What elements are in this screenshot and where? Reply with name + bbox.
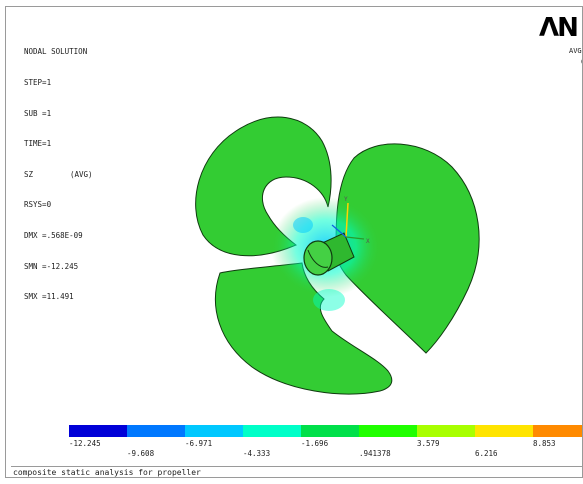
colorbar-tick-bottom: .941378 (359, 449, 391, 458)
colorbar-tick-bottom: -4.333 (243, 449, 271, 458)
ansys-logo: ΛN (539, 13, 579, 43)
caption-divider (11, 466, 582, 467)
legend-avg-label: AVG (569, 47, 582, 55)
colorbar-tick-bottom: -9.608 (127, 449, 155, 458)
triad-axis-x (345, 236, 365, 240)
info-sub: SUB =1 (24, 108, 52, 118)
info-smn: SMN =-12.245 (24, 261, 79, 271)
info-dmx: DMX =.568E-09 (24, 231, 83, 241)
blade-lower[interactable] (214, 262, 393, 395)
colorbar-segment-5 (301, 425, 359, 437)
colorbar-tick-top: -6.971 (185, 439, 213, 448)
colorbar-segment-9 (533, 425, 582, 437)
hub-face (303, 240, 333, 276)
info-title: NODAL SOLUTION (24, 47, 88, 57)
info-rsys: RSYS=0 (24, 200, 52, 210)
colorbar-tick-bottom: 6.216 (475, 449, 498, 458)
triad-label-x: X (366, 238, 370, 245)
triad-axis-z (331, 224, 347, 238)
info-time: TIME=1 (24, 139, 52, 149)
colorbar-tick-top: 8.853 (533, 439, 556, 448)
colorbar-segment-7 (417, 425, 475, 437)
stress-zone-root-lower (313, 289, 345, 311)
nodal-solution-info: NODAL SOLUTION STEP=1 SUB =1 TIME=1 SZ (A… (24, 27, 93, 323)
colorbar-tick-top: -1.696 (301, 439, 329, 448)
colorbar-segment-3 (185, 425, 243, 437)
graphics-viewport[interactable]: NODAL SOLUTION STEP=1 SUB =1 TIME=1 SZ (A… (5, 6, 583, 478)
legend-zero-label: 0 (581, 58, 582, 66)
colorbar-tick-top: -12.245 (69, 439, 101, 448)
info-quantity: SZ (24, 169, 34, 179)
info-avg: (AVG) (70, 169, 93, 179)
colorbar-segment-4 (243, 425, 301, 437)
colorbar-segment-8 (475, 425, 533, 437)
hub-inner-edge (307, 249, 329, 268)
contour-colorbar (69, 425, 582, 437)
info-step: STEP=1 (24, 78, 52, 88)
info-quantity-row: SZ (AVG) (24, 169, 93, 180)
colorbar-tick-top: 3.579 (417, 439, 440, 448)
colorbar-segment-6 (359, 425, 417, 437)
propeller-model[interactable]: X Y (6, 7, 583, 478)
triad-label-y: Y (344, 196, 348, 203)
colorbar-segment-1 (69, 425, 127, 437)
triad-axis-y (345, 202, 349, 238)
colorbar-segment-2 (127, 425, 185, 437)
plot-caption: composite static analysis for propeller (13, 468, 201, 477)
stress-zone-root-left (293, 217, 313, 233)
blade-upper-left[interactable] (195, 116, 332, 257)
info-smx: SMX =11.491 (24, 292, 74, 302)
